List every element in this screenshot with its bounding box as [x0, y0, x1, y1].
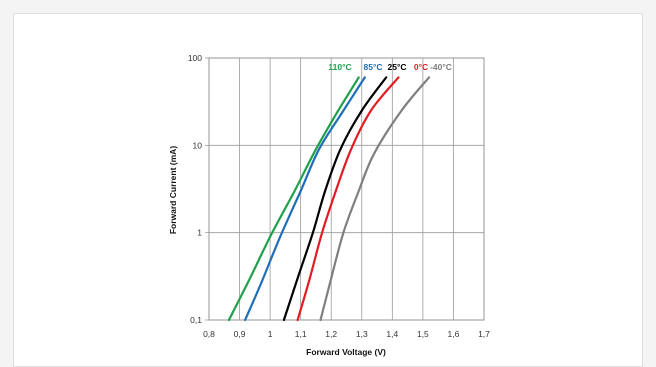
series-line: [319, 76, 431, 322]
tick-labels: 0,8 0,9 1 1,1 1,2 1,3 1,4 1,5 1,6 1,7 0,1 1 10 100: [188, 53, 490, 339]
series-line: [282, 76, 388, 322]
y-tick-label: 10: [193, 140, 203, 150]
series-label: 25°C: [388, 62, 407, 72]
x-tick-label: 1,4: [386, 329, 398, 339]
series-label: 0°C: [414, 62, 428, 72]
x-axis-title: Forward Voltage (V): [306, 347, 386, 357]
y-axis-title: Forward Current (mA): [168, 146, 178, 234]
series-line: [244, 76, 366, 322]
series-labels: 110°C 85°C 25°C 0°C -40°C: [328, 62, 452, 72]
x-tick-label: 1,7: [478, 329, 490, 339]
chart-card: [13, 13, 643, 367]
series-label: 110°C: [328, 62, 351, 72]
y-tick-label: 100: [188, 53, 202, 63]
x-tick-label: 0,8: [203, 329, 215, 339]
series-line: [227, 76, 360, 322]
series-curves: [227, 76, 431, 322]
x-tick-label: 1,2: [325, 329, 337, 339]
x-tick-label: 1: [268, 329, 273, 339]
x-tick-label: 1,6: [448, 329, 460, 339]
series-label: 85°C: [364, 62, 383, 72]
y-tick-label: 1: [197, 228, 202, 238]
x-tick-label: 0,9: [234, 329, 246, 339]
x-tick-label: 1,3: [356, 329, 368, 339]
series-label: -40°C: [430, 62, 452, 72]
x-tick-label: 1,1: [295, 329, 307, 339]
series-line: [296, 76, 400, 322]
x-tick-label: 1,5: [417, 329, 429, 339]
y-tick-label: 0,1: [190, 315, 202, 325]
grid-lines: [205, 57, 485, 321]
